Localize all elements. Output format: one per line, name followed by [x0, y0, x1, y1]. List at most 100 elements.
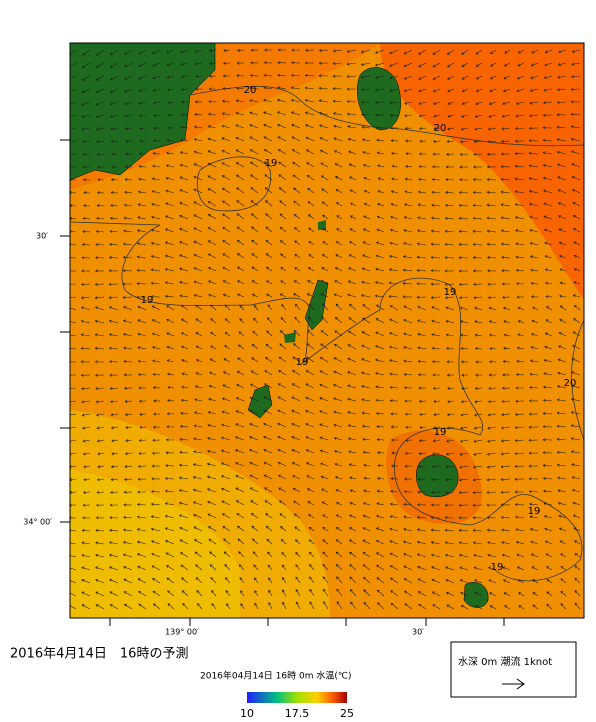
arrow — [530, 281, 539, 285]
arrow — [404, 190, 413, 194]
arrow — [361, 411, 371, 415]
arrow — [110, 426, 119, 430]
arrow — [333, 436, 343, 441]
arrow — [418, 603, 427, 610]
arrow — [181, 385, 189, 389]
arrow — [444, 491, 455, 495]
arrow — [136, 528, 147, 532]
arrow — [70, 191, 77, 195]
arrow — [139, 126, 147, 130]
arrow — [391, 177, 399, 181]
arrow — [360, 49, 371, 54]
arrow — [389, 385, 399, 389]
arrow — [108, 360, 119, 364]
arrow — [292, 356, 301, 363]
arrow — [249, 474, 259, 480]
arrow — [305, 383, 315, 389]
arrow — [447, 400, 455, 404]
arrow — [83, 465, 91, 469]
arrow — [528, 139, 539, 143]
arrow — [461, 114, 469, 118]
arrow — [277, 396, 287, 402]
arrow — [70, 62, 77, 68]
arrow — [322, 551, 329, 558]
arrow — [333, 357, 343, 363]
arrow — [389, 113, 399, 117]
arrow — [123, 359, 133, 364]
arrow — [180, 411, 189, 415]
arrow — [235, 500, 245, 506]
arrow — [557, 476, 567, 480]
arrow — [264, 161, 273, 168]
arrow — [264, 48, 273, 52]
arrow — [488, 373, 497, 377]
arrow — [293, 513, 301, 519]
arrow — [110, 413, 119, 417]
arrow — [574, 540, 581, 545]
arrow — [570, 87, 581, 91]
arrow — [571, 163, 581, 168]
arrow — [194, 100, 203, 104]
arrow — [150, 281, 161, 285]
arrow — [458, 242, 469, 247]
arrow — [249, 487, 259, 493]
arrow — [335, 189, 343, 194]
arrow — [291, 422, 301, 428]
arrow — [165, 464, 175, 468]
arrow — [404, 412, 413, 416]
arrow — [210, 304, 217, 311]
arrow — [404, 399, 413, 403]
arrow — [431, 578, 441, 584]
arrow — [389, 254, 399, 259]
arrow — [81, 88, 91, 94]
arrow — [263, 422, 273, 428]
arrow — [332, 112, 343, 116]
arrow — [122, 242, 133, 246]
arrow — [81, 604, 91, 610]
arrow — [222, 280, 231, 285]
arrow — [195, 304, 203, 311]
arrow — [319, 397, 329, 402]
arrow — [253, 317, 259, 324]
arrow — [377, 464, 385, 468]
arrow — [570, 112, 581, 116]
arrow — [124, 399, 133, 403]
arrow — [266, 280, 273, 285]
arrow — [70, 283, 77, 286]
arrow — [319, 383, 329, 389]
arrow — [514, 477, 525, 481]
colorbar-label: 10 — [240, 707, 254, 720]
arrow — [70, 413, 77, 417]
arrow — [264, 200, 273, 207]
arrow — [208, 293, 217, 298]
arrow — [363, 176, 371, 181]
arrow — [293, 213, 301, 220]
arrow — [278, 500, 287, 506]
arrow — [240, 603, 245, 610]
arrow — [349, 241, 357, 246]
arrow — [528, 489, 539, 494]
arrow — [221, 475, 231, 480]
arrow — [306, 175, 315, 181]
arrow — [486, 242, 497, 246]
arrow — [239, 577, 245, 584]
arrow — [109, 386, 119, 390]
arrow — [321, 501, 329, 506]
arrow — [195, 74, 203, 79]
arrow — [515, 229, 525, 233]
arrow — [249, 409, 259, 415]
arrow — [460, 140, 469, 144]
arrow — [543, 358, 553, 363]
arrow — [320, 280, 329, 285]
arrow — [459, 452, 469, 456]
arrow — [236, 213, 245, 220]
arrow — [152, 88, 161, 92]
arrow — [222, 253, 231, 259]
arrow — [152, 386, 161, 390]
arrow — [294, 526, 301, 532]
arrow — [528, 412, 539, 416]
arrow — [123, 216, 133, 220]
arrow — [458, 256, 469, 260]
arrow — [403, 502, 413, 506]
arrow — [265, 213, 273, 220]
